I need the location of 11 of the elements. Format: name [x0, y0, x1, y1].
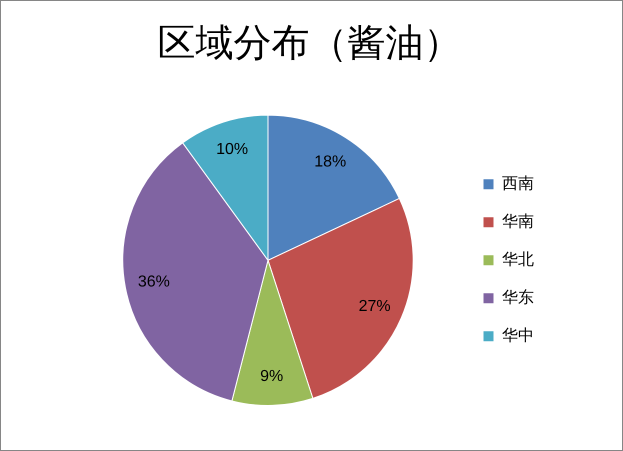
legend-label: 华北	[502, 249, 534, 268]
data-label: 36%	[138, 273, 170, 290]
data-label: 27%	[358, 298, 391, 315]
legend-label: 西南	[502, 173, 534, 192]
data-label: 10%	[216, 141, 248, 158]
data-label: 9%	[260, 368, 284, 385]
legend-label: 华中	[502, 325, 534, 344]
legend-label: 华南	[502, 211, 534, 230]
data-label: 18%	[314, 154, 346, 171]
legend-label: 华东	[502, 287, 534, 306]
chart-title: 区域分布（酱油）	[158, 20, 462, 65]
